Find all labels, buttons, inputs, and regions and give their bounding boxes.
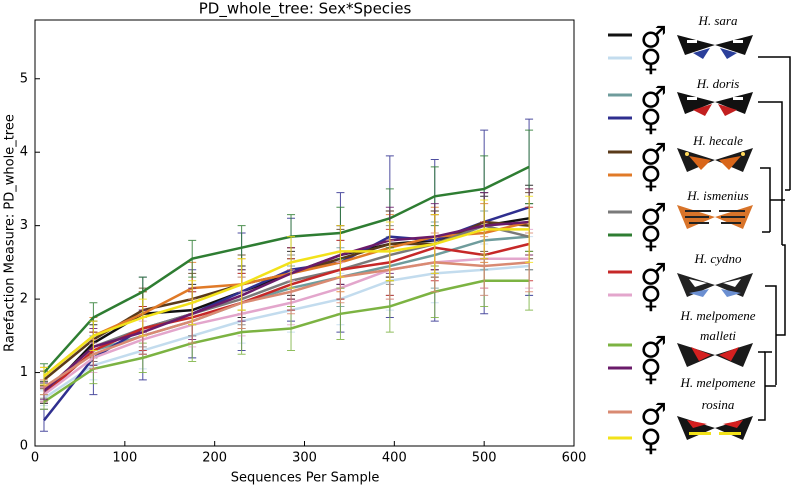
- legend-label: ♂: [640, 258, 667, 293]
- legend-label: ♀: [640, 424, 662, 459]
- species-label: H. ismenius: [686, 188, 748, 203]
- x-tick-label: 100: [112, 451, 137, 466]
- legend-label: ♀: [640, 221, 662, 256]
- x-tick-label: 0: [31, 451, 39, 466]
- legend-label: ♂: [640, 81, 667, 116]
- series-line: [43, 165, 530, 374]
- legend-label: ♂: [640, 138, 667, 173]
- species-label-box: H. melpomene rosina: [680, 375, 756, 412]
- legend-label: ♂: [640, 398, 667, 433]
- legend-label: ♀: [640, 354, 662, 389]
- x-tick-label: 500: [472, 451, 497, 466]
- y-tick-label: 3: [20, 218, 28, 233]
- legend-label: ♀: [640, 281, 662, 316]
- x-tick-label: 400: [382, 451, 407, 466]
- species-label: H. melpomene malleti: [680, 308, 756, 343]
- plot-frame: [34, 19, 575, 447]
- y-tick-label: 2: [20, 292, 28, 307]
- chart-title: PD_whole_tree: Sex*Species: [199, 0, 412, 19]
- y-tick-label: 1: [20, 365, 28, 380]
- butterflies: [677, 35, 753, 440]
- series-line: [43, 279, 530, 403]
- x-axis-label: Sequences Per Sample: [231, 471, 380, 486]
- y-tick-label: 5: [20, 71, 28, 86]
- plot-area: [39, 118, 534, 432]
- species-label: H. cydno: [694, 251, 742, 266]
- species-label: H. sara: [697, 13, 738, 28]
- series-line: [43, 242, 530, 396]
- species-label: H. melpomene rosina: [680, 375, 756, 412]
- legend-label: ♀: [640, 161, 662, 196]
- series-line: [43, 220, 530, 378]
- x-tick-label: 200: [202, 451, 227, 466]
- x-tick-label: 600: [562, 451, 587, 466]
- series-line: [43, 261, 530, 389]
- legend-label: ♂: [640, 331, 667, 366]
- species-label: H. hecale: [692, 133, 743, 148]
- dendrogram: [758, 56, 791, 421]
- series-line: [43, 228, 530, 378]
- y-axis-label: Rarefaction Measure: PD_whole_tree: [3, 114, 18, 352]
- species-label: H. doris: [696, 76, 740, 91]
- y-tick-label: 4: [20, 145, 28, 160]
- series-line: [43, 220, 530, 381]
- legend-label: ♂: [640, 21, 667, 56]
- legend-label: ♀: [640, 44, 662, 79]
- x-tick-label: 300: [292, 451, 317, 466]
- series-line: [43, 206, 530, 422]
- y-tick-label: 0: [20, 439, 28, 454]
- species-label-box: H. melpomene malleti: [680, 308, 756, 343]
- legend-label: ♂: [640, 198, 667, 233]
- legend-label: ♀: [640, 104, 662, 139]
